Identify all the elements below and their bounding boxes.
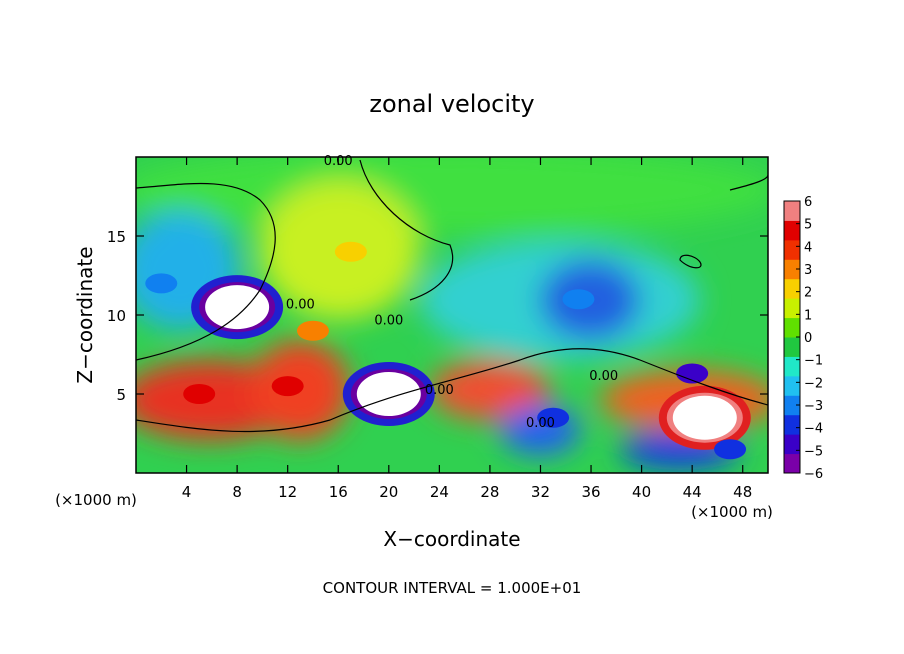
x-tick-label: 32: [531, 483, 550, 501]
blob-red-center: [430, 360, 550, 420]
contour-label: 0.00: [374, 313, 403, 328]
contour-interval-annotation: CONTOUR INTERVAL = 1.000E+01: [323, 579, 582, 597]
colorbar-tick-label: 2: [804, 286, 812, 301]
colorbar-swatch: [784, 317, 800, 338]
feature-core: [145, 273, 178, 294]
colorbar-swatch: [784, 375, 800, 396]
colorbar-swatch: [784, 434, 800, 455]
feature-core: [334, 241, 367, 262]
feature-core: [183, 384, 216, 404]
y-tick-label: 5: [116, 386, 126, 404]
blob-upper-green: [136, 157, 768, 235]
colorbar-swatch: [784, 259, 800, 280]
colorbar-tick-label: 1: [804, 308, 812, 323]
feature-core: [205, 285, 270, 330]
feature-core: [296, 320, 329, 341]
colorbar-tick-label: −3: [804, 399, 823, 414]
colorbar-swatch: [784, 239, 800, 260]
velocity-field: 0.000.000.000.000.000.00: [136, 154, 768, 473]
x-tick-label: 44: [683, 483, 702, 501]
feature-core: [356, 372, 421, 416]
colorbar-swatch: [784, 356, 800, 377]
feature-core: [537, 407, 570, 428]
x-tick-label: 28: [480, 483, 499, 501]
x-tick-label: 36: [581, 483, 600, 501]
colorbar-tick-label: 0: [804, 331, 812, 346]
x-tick-label: 20: [379, 483, 398, 501]
x-axis-ticks: 4 8 12 16 20 24 28 32 36 40 44 48: [182, 157, 752, 501]
x-units-right: (×1000 m): [691, 503, 773, 521]
colorbar-swatch: [784, 453, 800, 474]
feature-core: [672, 395, 737, 440]
colorbar-tick-label: −6: [804, 467, 823, 482]
x-tick-label: 24: [430, 483, 449, 501]
colorbar-swatch: [784, 278, 800, 299]
colorbar-swatch: [784, 414, 800, 435]
colorbar-tick-label: −5: [804, 444, 823, 459]
colorbar-tick-label: −4: [804, 422, 823, 437]
y-axis-ticks: 5 10 15: [107, 228, 768, 404]
feature-core: [714, 439, 747, 460]
y-tick-label: 15: [107, 228, 126, 246]
colorbar-tick-label: 4: [804, 240, 812, 255]
colorbar-swatch: [784, 201, 800, 221]
x-tick-label: 48: [733, 483, 752, 501]
y-axis-label: Z−coordinate: [73, 246, 97, 383]
y-tick-label: 10: [107, 307, 126, 325]
colorbar: 6 5 4 3 2 1 0 −1 −2 −3 −4 −5 −6: [783, 195, 823, 482]
feature-core: [562, 289, 595, 310]
colorbar-tick-label: 3: [804, 263, 812, 278]
contour-label: 0.00: [526, 416, 555, 431]
field-features: [145, 241, 751, 460]
field-blobs: [136, 157, 768, 470]
x-tick-label: 16: [329, 483, 348, 501]
colorbar-tick-label: −1: [804, 354, 823, 369]
x-tick-label: 4: [182, 483, 192, 501]
x-tick-label: 40: [632, 483, 651, 501]
x-units-left: (×1000 m): [55, 491, 137, 509]
colorbar-swatch: [784, 395, 800, 416]
colorbar-swatch: [784, 337, 800, 357]
colorbar-tick-label: 5: [804, 218, 812, 233]
x-tick-label: 12: [278, 483, 297, 501]
feature-core: [271, 376, 304, 397]
x-axis-label: X−coordinate: [383, 527, 520, 551]
contour-label: 0.00: [589, 369, 618, 384]
colorbar-tick-label: −2: [804, 376, 823, 391]
chart-title: zonal velocity: [369, 90, 534, 118]
colorbar-swatch: [784, 220, 800, 241]
zero-contour-line: [136, 159, 768, 433]
contour-label: 0.00: [286, 298, 315, 313]
colorbar-tick-label: 6: [804, 195, 812, 210]
colorbar-swatch: [784, 298, 800, 319]
feature-core: [676, 363, 709, 384]
x-tick-label: 8: [232, 483, 242, 501]
contour-label: 0.00: [425, 383, 454, 398]
